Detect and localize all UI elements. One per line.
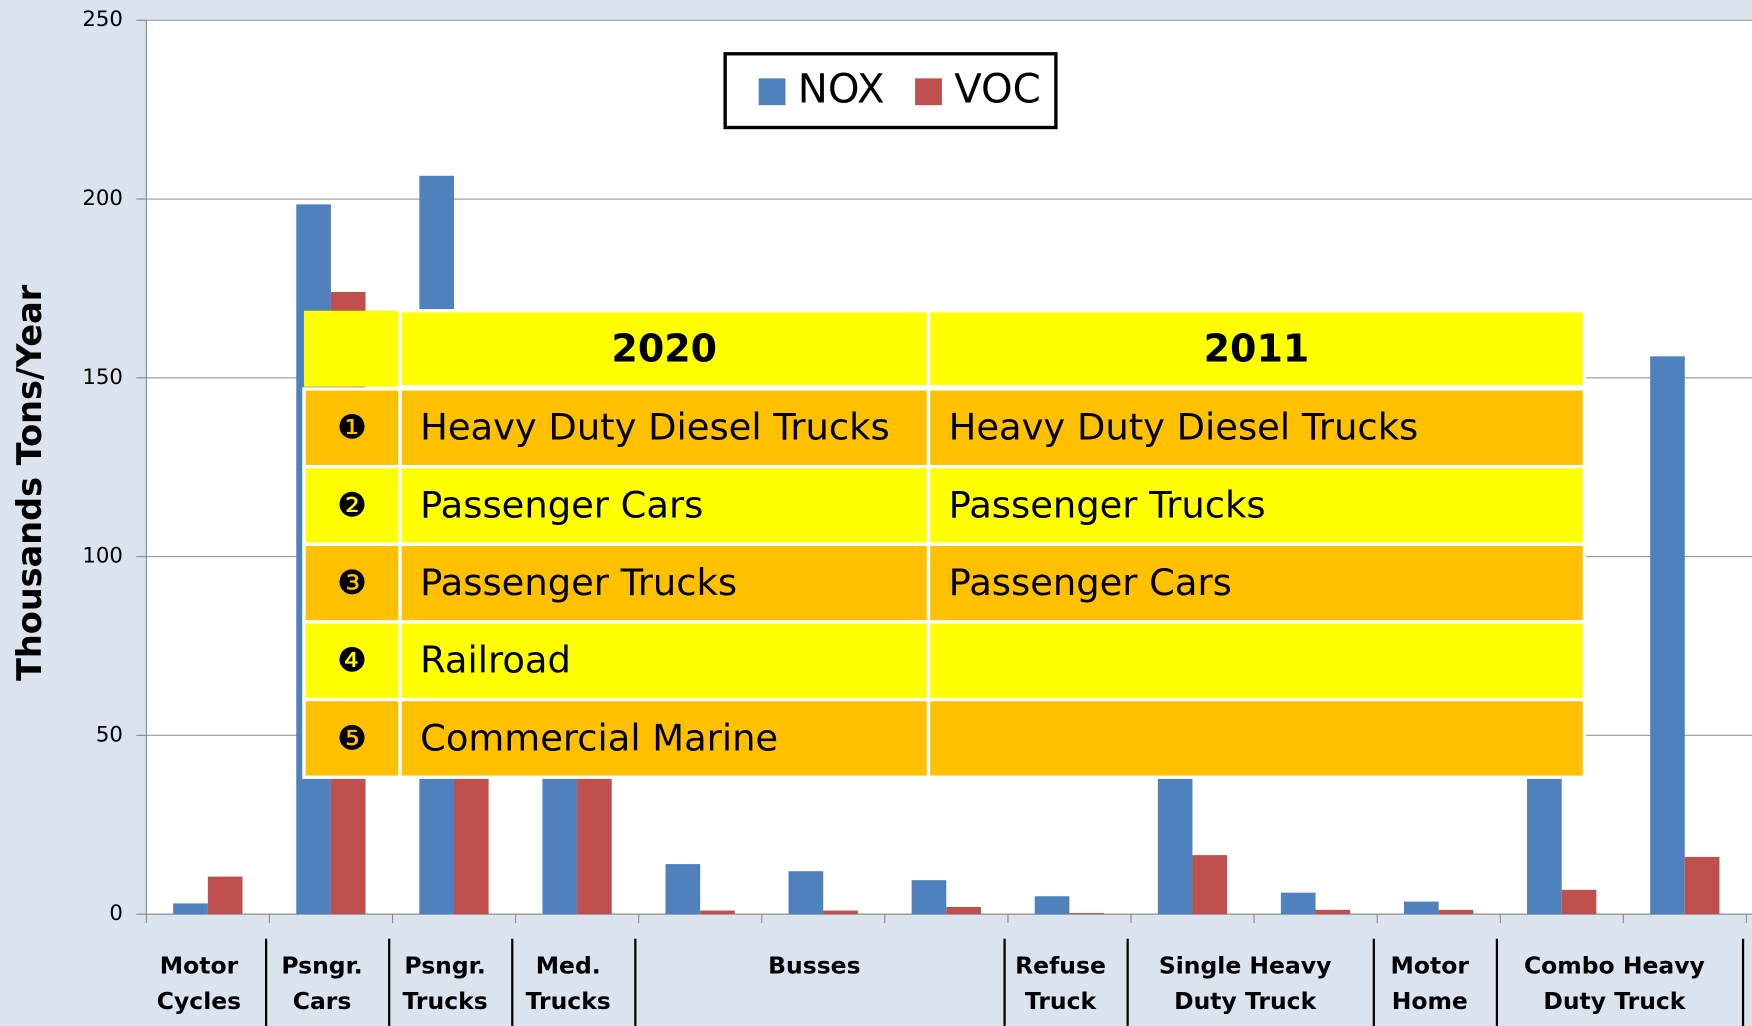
bar [1069, 913, 1105, 915]
bar [1650, 356, 1685, 915]
x-label-box: Busses [768, 952, 861, 979]
table-cell-text: Passenger Cars [949, 561, 1232, 604]
table-cell [926, 309, 1587, 389]
table-cell [302, 697, 402, 779]
bar [788, 871, 824, 915]
table-cell-text: Passenger Trucks [949, 483, 1266, 526]
bar [1157, 753, 1193, 915]
x-tick-label: Single Heavy Duty Truck [1158, 952, 1332, 1015]
bar [1527, 753, 1562, 915]
bar [700, 910, 735, 915]
bar [1034, 896, 1070, 915]
bar [207, 876, 243, 915]
table-cell-text: Passenger Cars [420, 483, 703, 526]
table-cell-text: Heavy Duty Diesel Trucks [949, 406, 1419, 449]
bar [1438, 909, 1474, 915]
rank-marker: ❹ [337, 641, 367, 680]
table-cell-text: Railroad [420, 639, 571, 682]
x-label-box: Psngr. Cars [281, 952, 363, 1015]
bar [911, 880, 947, 915]
legend-label: NOX [798, 67, 885, 113]
bar [823, 910, 858, 915]
ranking-table: 2020 2011 ❶ Heavy Duty Diesel Trucks Heavy D… [302, 309, 1587, 779]
table-cell [398, 464, 931, 546]
rank-marker: ❷ [337, 485, 367, 524]
table-cell-text: Commercial Marine [420, 716, 778, 759]
table-cell [926, 387, 1587, 469]
x-label-box: Med. Trucks [525, 952, 611, 1015]
rank-marker: ❸ [337, 563, 367, 602]
legend-label: VOC [954, 67, 1041, 113]
x-tick-label: Med. Trucks [525, 952, 611, 1015]
bar [1192, 855, 1228, 915]
rank-marker: ❶ [337, 408, 367, 447]
x-label-box: Motor Home [1390, 952, 1469, 1015]
y-tick-label: 200 [82, 186, 123, 211]
table-cell [926, 620, 1587, 702]
x-tick-label: Combo Heavy Duty Truck [1523, 952, 1705, 1015]
bar [1561, 889, 1597, 915]
y-tick-label: 150 [82, 365, 123, 390]
table-cell [302, 387, 402, 469]
y-tick-label: 50 [96, 722, 123, 747]
y-axis-label: Thousands Tons/Year [10, 284, 49, 681]
table-cell [926, 542, 1587, 624]
table-cell [926, 697, 1587, 779]
rank-marker: ❺ [337, 718, 367, 757]
y-tick-label: 0 [109, 901, 123, 926]
x-tick-label: Motor Home [1390, 952, 1469, 1015]
bar [1684, 856, 1720, 915]
x-tick-label: Psngr. Trucks [402, 952, 488, 1015]
y-tick-label: 250 [82, 7, 123, 32]
legend-swatch [915, 78, 942, 106]
table-header: 2011 [1204, 326, 1310, 370]
x-label-box: Motor Cycles [156, 952, 242, 1015]
table-cell [398, 620, 931, 702]
bar [173, 903, 208, 915]
x-label-box: Single Heavy Duty Truck [1158, 952, 1332, 1015]
legend-swatch [758, 78, 786, 106]
table-cell [398, 387, 931, 469]
x-label-box: Refuse Truck [1015, 952, 1106, 1015]
x-tick-label: Motor Cycles [156, 952, 242, 1015]
x-label-box: Combo Heavy Duty Truck [1523, 952, 1705, 1015]
bar [577, 763, 612, 915]
bar [946, 906, 981, 915]
bar [1403, 901, 1439, 915]
x-label-box: Psngr. Trucks [402, 952, 488, 1015]
table-cell [398, 309, 931, 389]
table-cell-text: Heavy Duty Diesel Trucks [420, 406, 890, 449]
bar [665, 864, 701, 915]
bar [1280, 892, 1316, 915]
bar [542, 753, 578, 915]
y-tick-label: 100 [82, 544, 123, 569]
x-tick-label: Refuse Truck [1015, 952, 1106, 1015]
x-tick-label: Psngr. Cars [281, 952, 363, 1015]
x-tick-label: Busses [768, 952, 861, 979]
bar [1315, 909, 1351, 915]
table-cell-text: Passenger Trucks [420, 561, 737, 604]
table-header: 2020 [611, 326, 717, 370]
